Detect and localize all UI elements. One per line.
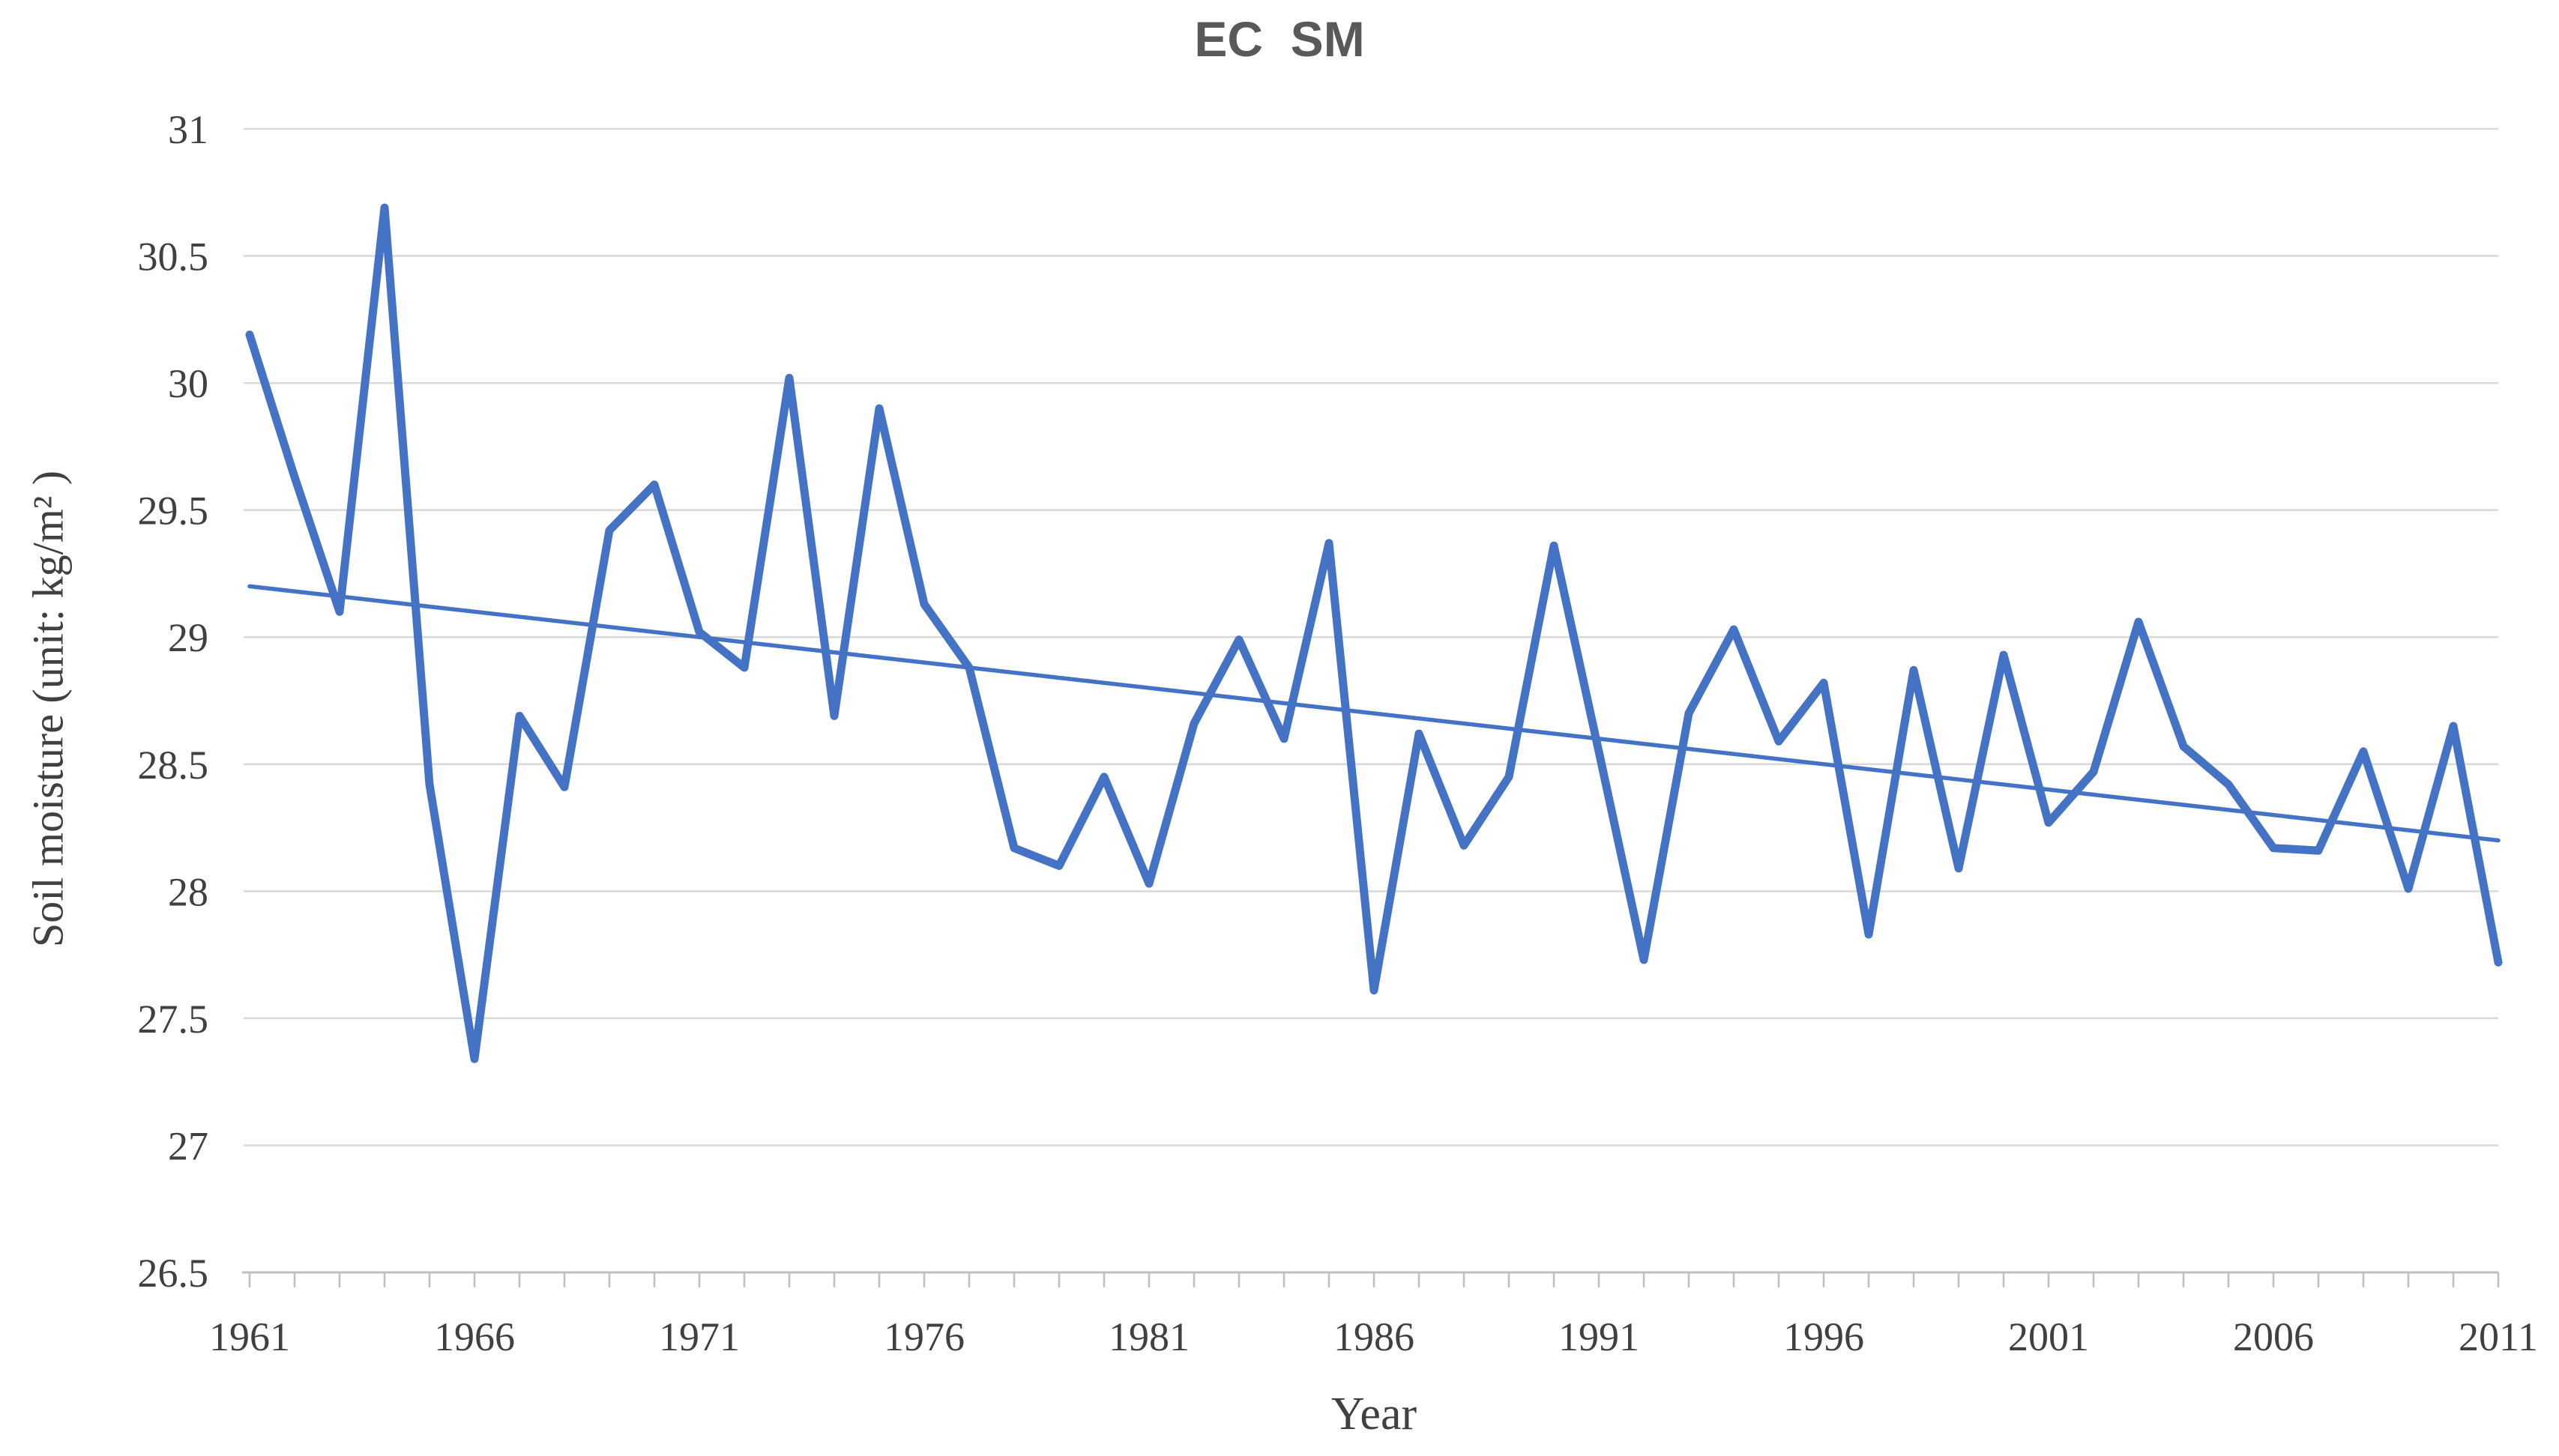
y-tick-label: 28 (168, 869, 208, 914)
y-tick-label: 29 (168, 615, 208, 660)
x-tick-label: 1966 (434, 1314, 515, 1359)
x-tick-label: 1981 (1109, 1314, 1190, 1359)
x-axis-title: Year (1330, 1389, 1417, 1440)
y-tick-label: 28.5 (138, 743, 209, 788)
x-tick-label: 1996 (1783, 1314, 1864, 1359)
y-tick-label: 27 (168, 1123, 208, 1168)
y-tick-label: 30.5 (138, 235, 209, 280)
x-tick-label: 2006 (2233, 1314, 2314, 1359)
x-tick-label: 2011 (2459, 1314, 2538, 1359)
x-tick-label: 1986 (1333, 1314, 1414, 1359)
data-series-line (245, 203, 2503, 1063)
trend-line (247, 584, 2501, 843)
x-tick-label: 1976 (884, 1314, 965, 1359)
y-tick-label: 30 (168, 361, 208, 406)
y-tick-label: 31 (168, 107, 208, 152)
x-tick-label: 1991 (1558, 1314, 1639, 1359)
x-tick-label: 1971 (659, 1314, 740, 1359)
y-axis-title: Soil moisture (unit: kg/m² ) (23, 470, 73, 948)
y-tick-label: 26.5 (138, 1251, 209, 1296)
x-tick-label: 1961 (209, 1314, 290, 1359)
x-tick-label: 2001 (2008, 1314, 2089, 1359)
y-tick-label: 29.5 (138, 489, 209, 534)
chart-title: EC SM (1194, 11, 1365, 67)
y-tick-label: 27.5 (138, 997, 209, 1042)
